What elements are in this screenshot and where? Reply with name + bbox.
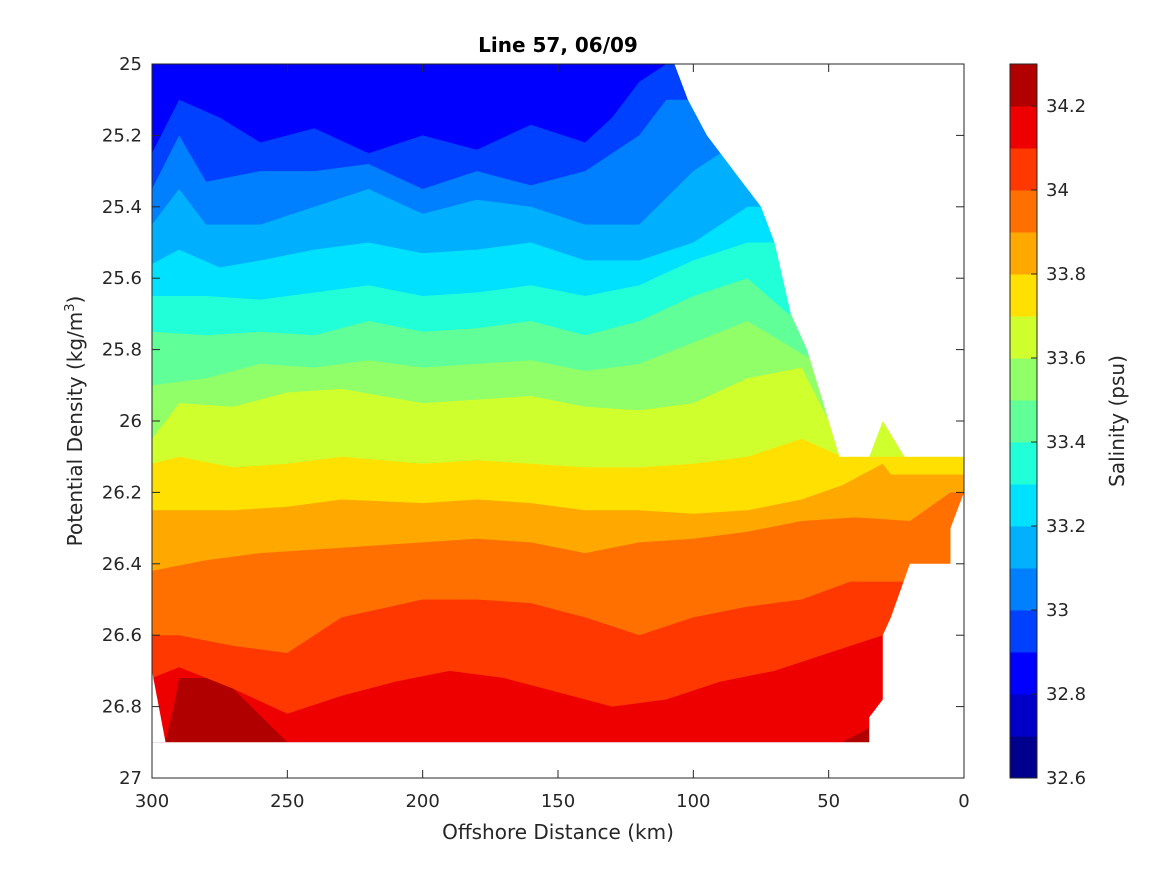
y-tick-label: 27 [119, 768, 142, 789]
y-axis-label-superscript: 3 [63, 303, 78, 311]
y-tick-label: 26.2 [102, 482, 142, 503]
colorbar-segment [1010, 610, 1037, 653]
y-tick-label: 26.6 [102, 625, 142, 646]
colorbar-tick-label: 33.6 [1046, 348, 1086, 369]
x-tick-label: 150 [541, 791, 575, 812]
colorbar-segment [1010, 484, 1037, 527]
colorbar-segment [1010, 736, 1037, 779]
colorbar-label: Salinity (psu) [1105, 355, 1129, 487]
colorbar [1010, 64, 1037, 779]
x-tick-label: 0 [958, 791, 969, 812]
x-axis: 300 250 200 150 100 50 0 [135, 64, 970, 812]
colorbar-segment [1010, 526, 1037, 569]
colorbar-segment [1010, 64, 1037, 107]
y-tick-label: 25.8 [102, 340, 142, 361]
colorbar-tick-label: 33.8 [1046, 264, 1086, 285]
y-axis-label-close: ) [63, 296, 87, 304]
colorbar-segment [1010, 400, 1037, 443]
y-tick-label: 26.8 [102, 697, 142, 718]
x-tick-label: 200 [405, 791, 439, 812]
colorbar-segment [1010, 442, 1037, 485]
y-tick-label: 25.2 [102, 125, 142, 146]
colorbar-tick-label: 32.8 [1046, 684, 1086, 705]
colorbar-segment [1010, 358, 1037, 401]
y-axis-label: Potential Density (kg/m3) [63, 296, 87, 547]
colorbar-segment [1010, 148, 1037, 191]
x-tick-label: 50 [817, 791, 840, 812]
colorbar-segment [1010, 274, 1037, 317]
colorbar-tick-label: 33.4 [1046, 432, 1086, 453]
y-tick-label: 25.4 [102, 197, 142, 218]
colorbar-segment [1010, 652, 1037, 695]
colorbar-ticks: 32.6 32.8 33 33.2 33.4 33.6 33.8 34 34.2 [1031, 96, 1086, 789]
colorbar-tick-label: 34 [1046, 180, 1069, 201]
colorbar-tick-label: 34.2 [1046, 96, 1086, 117]
colorbar-segment [1010, 106, 1037, 149]
y-tick-label: 25.6 [102, 268, 142, 289]
y-tick-label: 26 [119, 411, 142, 432]
x-tick-label: 100 [676, 791, 710, 812]
colorbar-frame [1009, 63, 1038, 779]
colorbar-tick-label: 33.2 [1046, 516, 1086, 537]
colorbar-segment [1010, 694, 1037, 737]
colorbar-segment [1010, 232, 1037, 275]
y-axis: 25 25.2 25.4 25.6 25.8 26 26.2 26.4 26.6 26.8 27 [102, 54, 964, 789]
colorbar-tick-label: 33 [1046, 600, 1069, 621]
y-axis-label-base: Potential Density (kg/m [63, 312, 87, 547]
colorbar-segment [1010, 316, 1037, 359]
x-tick-label: 250 [270, 791, 304, 812]
chart-title: Line 57, 06/09 [478, 33, 638, 57]
y-tick-label: 25 [119, 54, 142, 75]
y-tick-label: 26.4 [102, 554, 142, 575]
x-tick-label: 300 [135, 791, 169, 812]
colorbar-segment [1010, 190, 1037, 233]
colorbar-tick-label: 32.6 [1046, 768, 1086, 789]
contour-bands [152, 64, 964, 778]
no-data-region [152, 64, 964, 778]
x-axis-label: Offshore Distance (km) [442, 820, 674, 844]
colorbar-segment [1010, 568, 1037, 611]
